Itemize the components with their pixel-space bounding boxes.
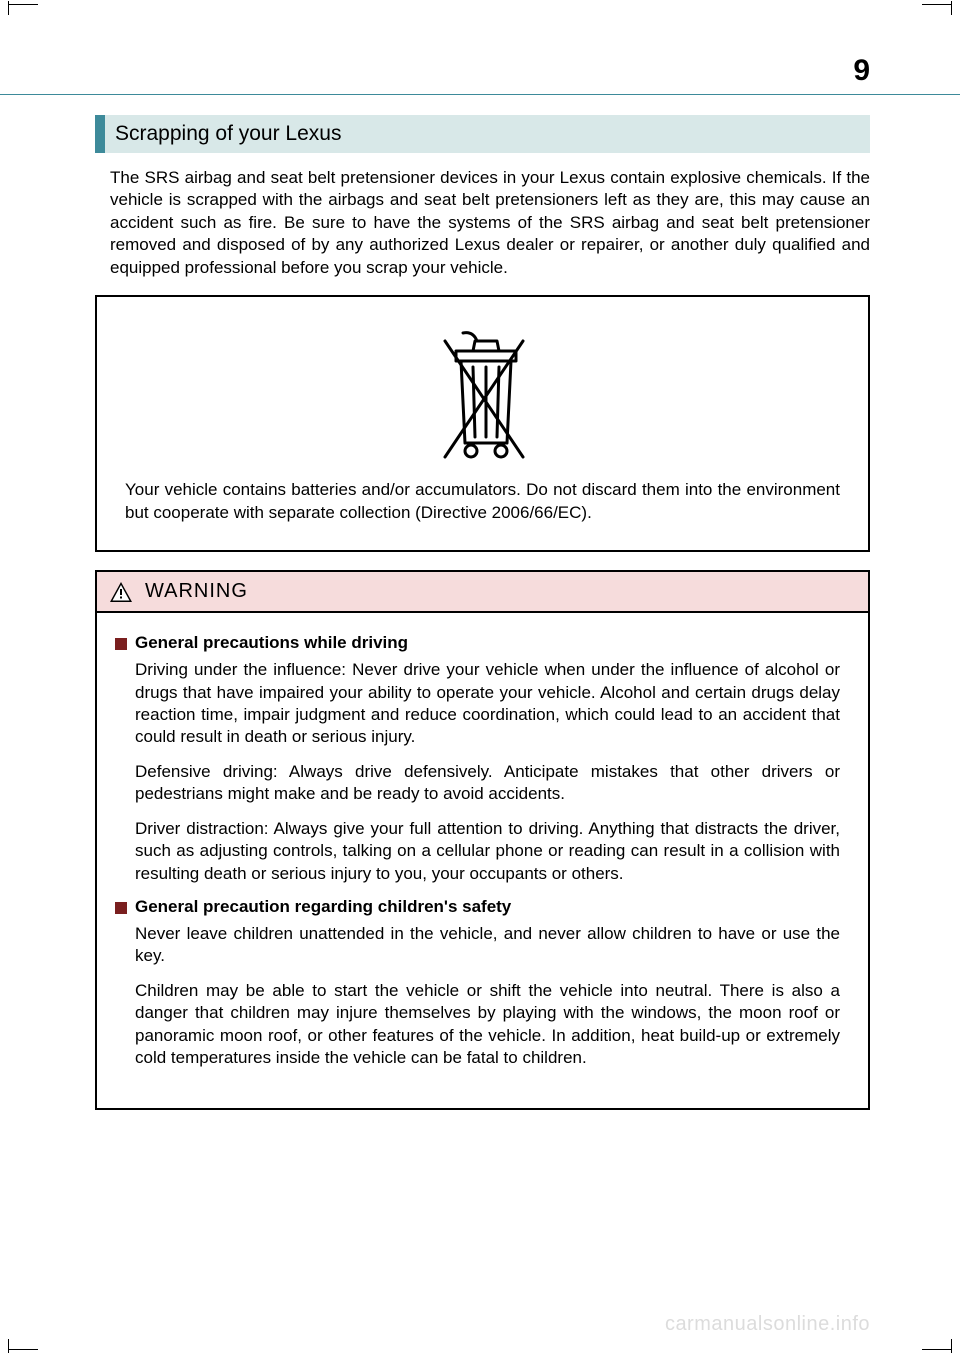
warning-paragraph: Children may be able to start the vehicl…	[135, 980, 840, 1070]
warning-heading-text: General precaution regarding children's …	[135, 897, 511, 917]
warning-paragraph: Driving under the influence: Never drive…	[135, 659, 840, 749]
warning-title: WARNING	[145, 580, 248, 603]
page: 9 Scrapping of your Lexus The SRS airbag…	[0, 0, 960, 1354]
warning-paragraph: Driver distraction: Always give your ful…	[135, 818, 840, 885]
crop-mark	[8, 1330, 38, 1350]
header-rule	[0, 94, 960, 95]
section-heading: Scrapping of your Lexus	[95, 115, 870, 153]
warning-paragraph: Never leave children unattended in the v…	[135, 923, 840, 968]
bullet-square-icon	[115, 902, 127, 914]
warning-paragraph: Defensive driving: Always drive defensiv…	[135, 761, 840, 806]
warning-heading-text: General precautions while driving	[135, 633, 408, 653]
warning-box: WARNING General precautions while drivin…	[95, 570, 870, 1110]
warning-item-heading: General precautions while driving	[115, 633, 840, 653]
bullet-square-icon	[115, 638, 127, 650]
no-dispose-bin-icon	[423, 323, 543, 463]
watermark: carmanualsonline.info	[665, 1313, 870, 1336]
page-number: 9	[853, 54, 870, 88]
warning-triangle-icon	[109, 581, 133, 603]
crop-mark	[8, 4, 38, 24]
crop-mark	[922, 1330, 952, 1350]
crop-mark	[922, 4, 952, 24]
info-box-text: Your vehicle contains batteries and/or a…	[125, 479, 840, 524]
section-paragraph: The SRS airbag and seat belt pretensione…	[110, 167, 870, 279]
info-box: Your vehicle contains batteries and/or a…	[95, 295, 870, 552]
warning-body: General precautions while driving Drivin…	[97, 613, 868, 1108]
warning-header: WARNING	[97, 572, 868, 613]
warning-item-heading: General precaution regarding children's …	[115, 897, 840, 917]
